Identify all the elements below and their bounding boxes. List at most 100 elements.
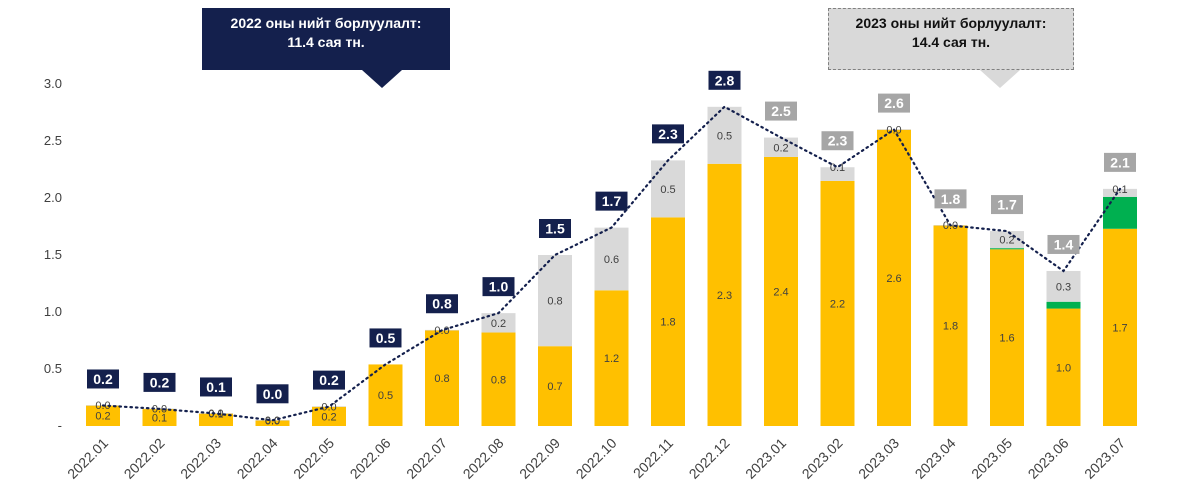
total-label: 2.3 (828, 133, 848, 149)
bar-segment (312, 406, 346, 407)
total-label: 0.2 (150, 374, 170, 390)
x-tick-label: 2022.09 (516, 435, 563, 482)
segment-label: 0.2 (95, 411, 110, 423)
total-label: 2.5 (771, 103, 791, 119)
x-tick-label: 2022.04 (234, 435, 281, 482)
total-label: 0.1 (206, 379, 226, 395)
segment-label: 0.1 (830, 162, 845, 174)
x-tick-label: 2022.05 (290, 435, 337, 482)
x-tick-label: 2023.01 (742, 435, 789, 482)
total-label: 2.3 (658, 126, 678, 142)
bar-segment (877, 129, 911, 426)
bar-segment (199, 413, 233, 414)
total-label-box (1104, 152, 1136, 172)
total-label-box (256, 384, 289, 404)
total-label-box (652, 124, 684, 144)
bar-segment (1046, 301, 1081, 309)
segment-label: 0.6 (604, 254, 619, 266)
total-label: 0.2 (93, 371, 113, 387)
y-axis: - 0.5 1.0 1.5 2.0 2.5 3.0 (44, 76, 62, 433)
total-label-box (369, 328, 402, 348)
total-label-box (991, 195, 1023, 215)
x-tick-label: 2023.02 (799, 435, 846, 482)
bar-segment (425, 330, 459, 426)
bar-segment (538, 255, 572, 347)
bar-segment (990, 231, 1024, 249)
segment-label: 0.1 (208, 408, 223, 420)
total-label: 2.8 (715, 72, 735, 88)
x-tick-label: 2023.03 (855, 435, 902, 482)
segment-label: 1.7 (1112, 322, 1127, 334)
bar-segment (820, 167, 855, 181)
x-tick-label: 2022.08 (460, 435, 507, 482)
bar-segment (199, 413, 233, 426)
segment-label: 0.5 (378, 390, 393, 402)
segment-label: 0.8 (434, 373, 449, 385)
y-tick-label: 2.5 (44, 133, 62, 148)
total-label-box (200, 377, 232, 397)
total-label-box (87, 369, 119, 389)
total-label-box (821, 131, 854, 151)
x-tick-label: 2023.06 (1025, 435, 1072, 482)
x-tick-label: 2022.03 (177, 435, 224, 482)
bar-segment (312, 406, 346, 426)
x-tick-label: 2022.11 (630, 435, 677, 482)
segment-label: 0.0 (321, 401, 336, 413)
total-label-box (313, 370, 345, 390)
total-label-box (426, 294, 458, 314)
y-tick-label: - (58, 418, 62, 433)
segment-label: 0.2 (999, 235, 1014, 247)
bar-segment (594, 227, 629, 291)
segment-label: 2.2 (830, 298, 845, 310)
bar-segment (1046, 270, 1081, 302)
total-label-box (539, 219, 571, 238)
x-tick-label: 2022.02 (121, 435, 168, 482)
bar-segment (538, 346, 572, 426)
bar-segment (707, 106, 742, 164)
bar-segment (820, 180, 855, 426)
callout-2023-total: 2023 оны нийт борлуулалт: 14.4 сая тн. (828, 8, 1074, 70)
callout-2022-line2: 11.4 сая тн. (287, 34, 365, 50)
total-label-box (878, 93, 910, 113)
total-label: 1.7 (602, 193, 622, 209)
total-label: 1.8 (941, 191, 961, 207)
x-tick-label: 2022.10 (573, 435, 620, 482)
segment-label: 0.8 (547, 296, 562, 308)
callout-2023-pointer (980, 70, 1020, 88)
bar-segment (86, 405, 120, 426)
callout-2022-pointer (362, 70, 402, 88)
y-tick-label: 3.0 (44, 76, 62, 91)
total-label: 0.2 (319, 372, 339, 388)
bar-segment (990, 248, 1024, 250)
total-label-box (708, 70, 741, 90)
bar-segment (368, 364, 403, 426)
y-tick-label: 2.0 (44, 190, 62, 205)
x-tick-label: 2022.12 (686, 435, 733, 482)
segment-label: 0.5 (717, 130, 732, 142)
bars (86, 106, 1137, 427)
total-label: 2.6 (884, 95, 904, 111)
segment-labels: 0.20.00.10.0 0.10.00.00.0 0.20.00.50.80.00… (95, 124, 1127, 427)
bar-segment (764, 156, 798, 426)
x-tick-label: 2023.05 (968, 435, 1015, 482)
x-tick-label: 2022.07 (403, 435, 450, 482)
bar-segment (481, 332, 516, 426)
bar-segment (1103, 188, 1137, 197)
segment-label: 1.2 (604, 353, 619, 365)
bar-segment (1046, 308, 1081, 426)
segment-label: 1.0 (1056, 362, 1071, 374)
total-label: 1.4 (1054, 236, 1074, 252)
segment-label: 0.2 (321, 411, 336, 423)
total-label: 2.1 (1110, 154, 1130, 170)
total-label: 1.0 (489, 279, 509, 295)
x-axis: 2022.01 2022.02 2022.03 2022.04 2022.05 2022.… (64, 435, 1128, 482)
bar-segment (933, 225, 968, 426)
segment-label: 0.2 (491, 318, 506, 330)
total-label: 0.0 (263, 386, 283, 402)
bar-segment (1103, 196, 1137, 229)
y-tick-label: 1.0 (44, 304, 62, 319)
bar-segment (481, 313, 516, 333)
callout-2022-total: 2022 оны нийт борлуулалт: 11.4 сая тн. (202, 8, 450, 70)
bar-segment (990, 249, 1024, 426)
